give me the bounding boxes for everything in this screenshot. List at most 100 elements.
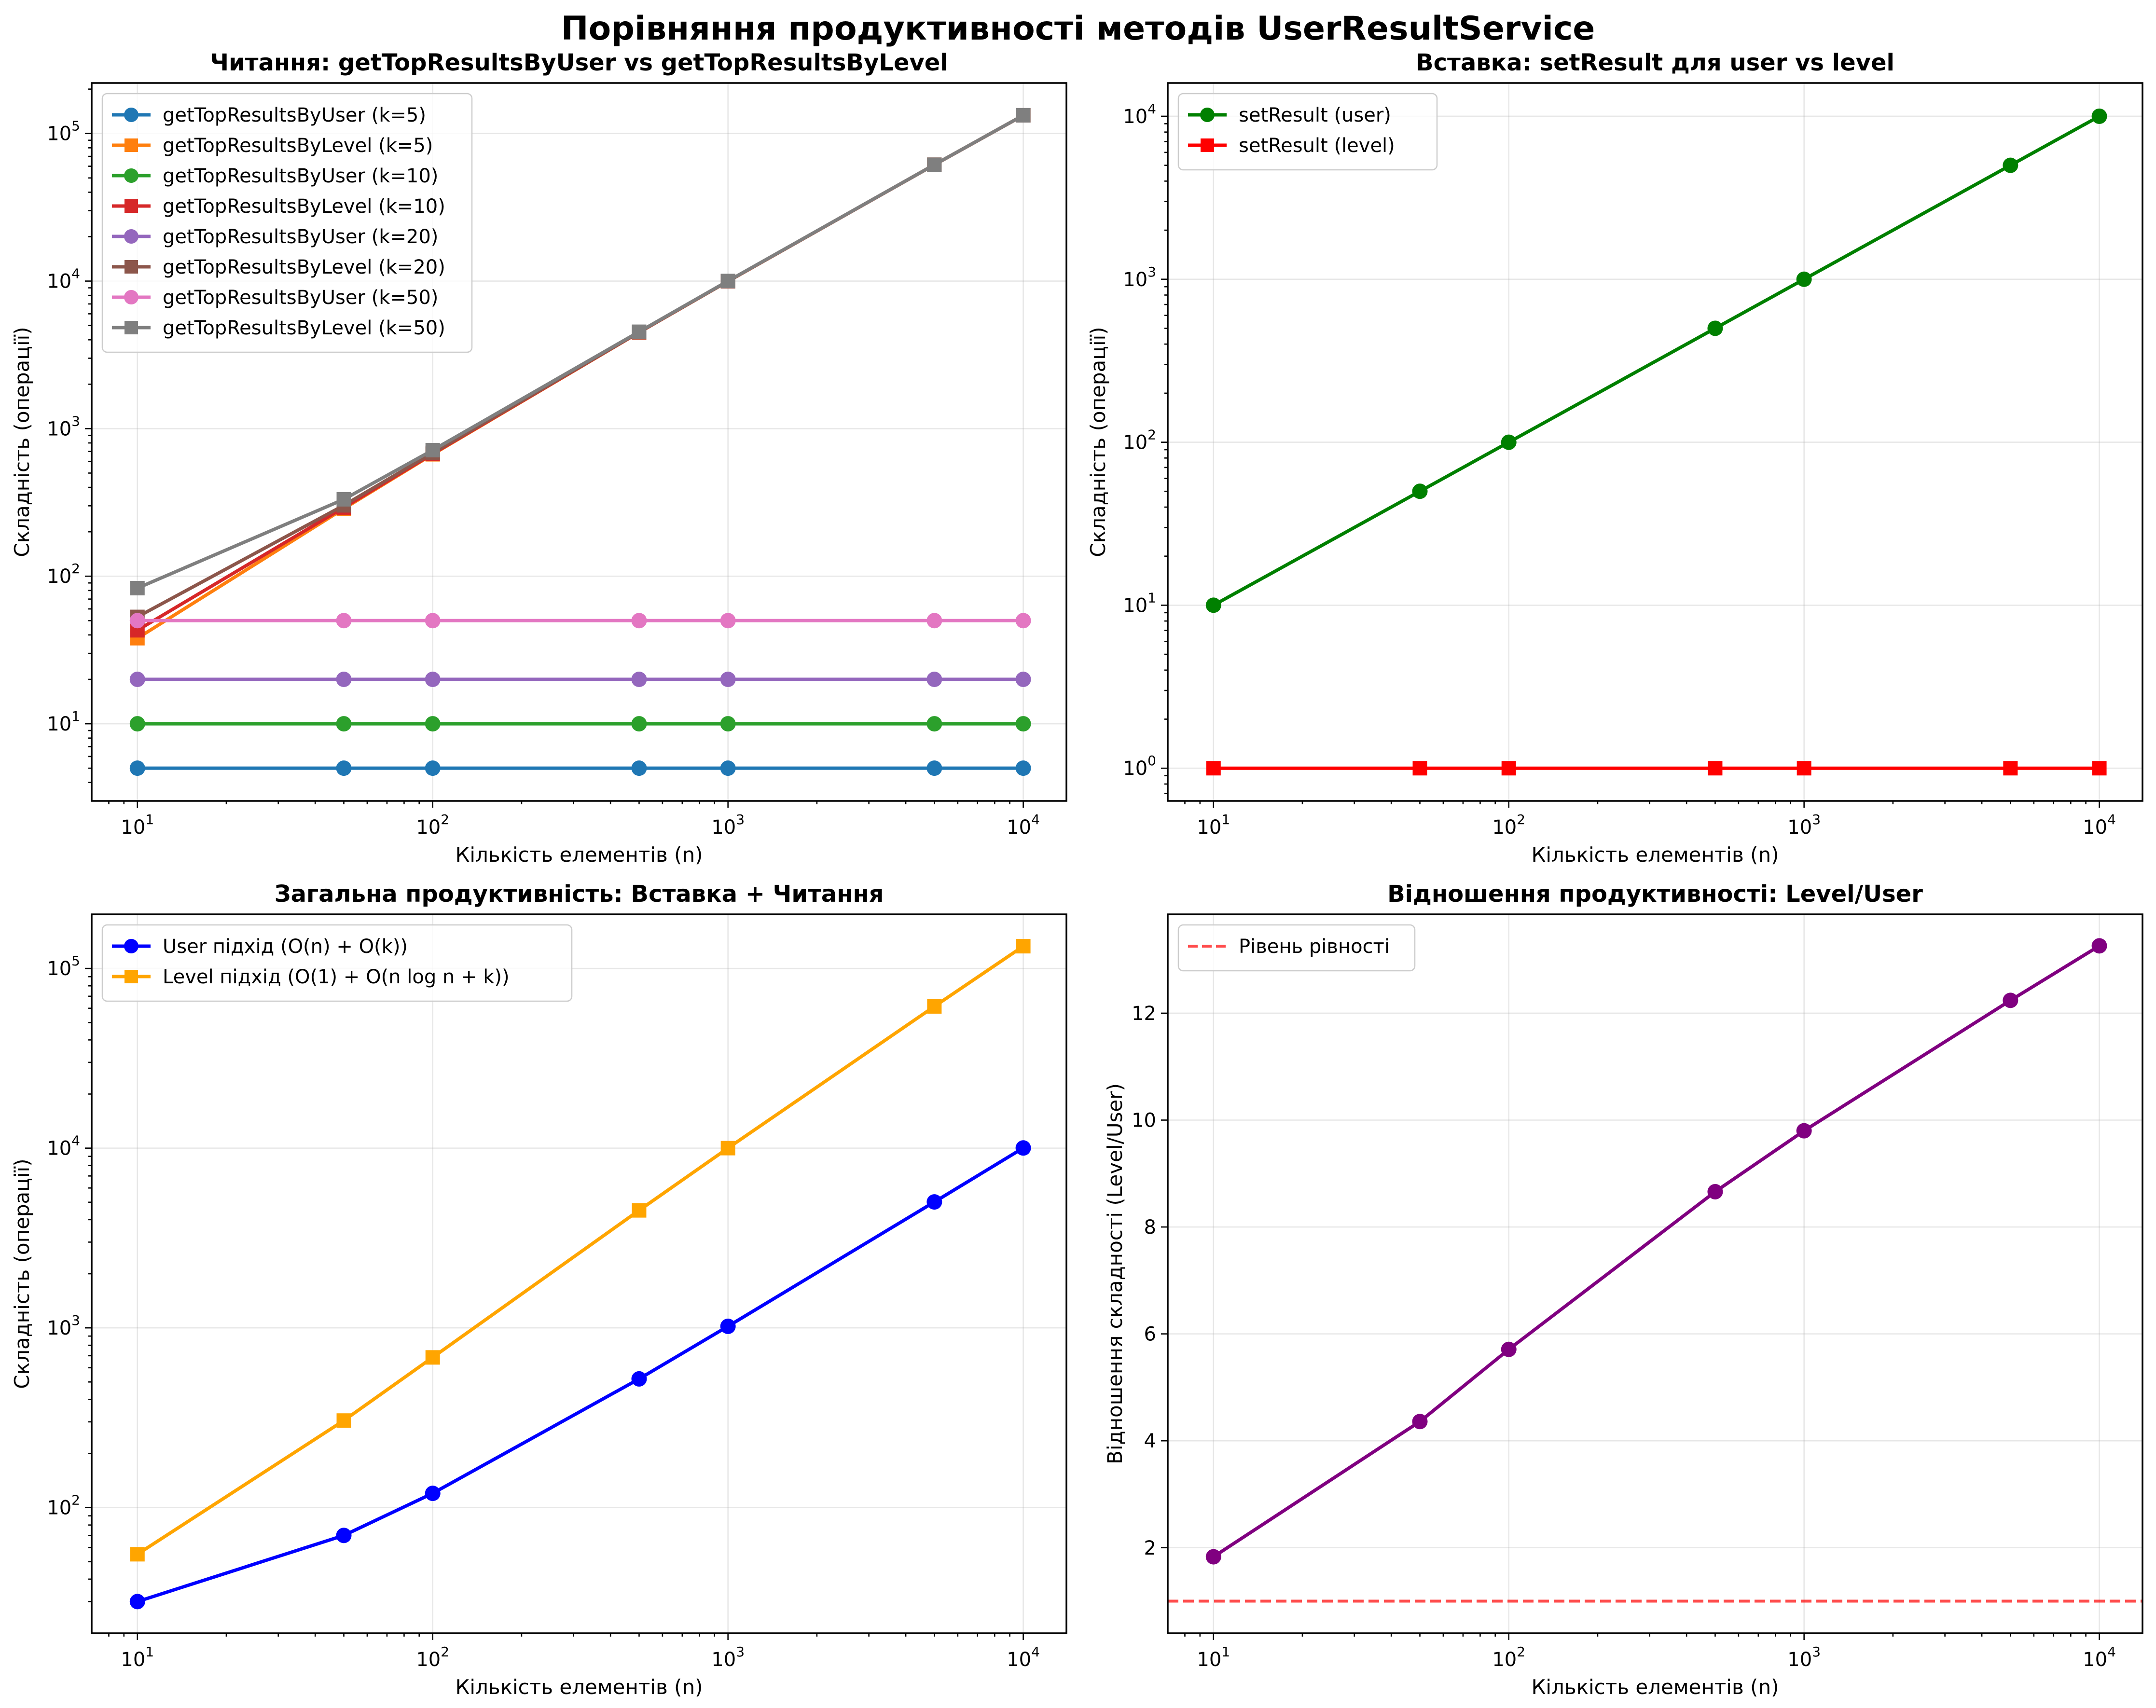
data-point — [1015, 613, 1031, 629]
figure-suptitle: Порівняння продуктивності методів UserRe… — [561, 10, 1595, 48]
data-point — [1015, 760, 1031, 776]
legend-entry: Level підхід (O(1) + O(n log n + k)) — [112, 966, 510, 988]
data-point — [336, 672, 352, 688]
y-axis-label: Складність (операції) — [10, 327, 34, 557]
panel-insert-performance: 101 102 103 104 100 101 102 103 104 Вставка: setR… — [1086, 49, 2143, 867]
data-point — [926, 672, 942, 688]
data-point — [1412, 1414, 1428, 1430]
legend-marker — [1200, 108, 1215, 122]
y-tick-label: 104 — [1123, 101, 1156, 128]
x-tick-label: 103 — [711, 812, 745, 839]
axes-frame — [91, 82, 1067, 802]
legend-entry: getTopResultsByLevel (k=5) — [112, 135, 433, 157]
legend-label: setResult (level) — [1239, 135, 1395, 157]
x-axis-label: Кількість елементів (n) — [456, 1675, 703, 1699]
data-point — [129, 760, 145, 776]
legend-marker — [124, 970, 138, 983]
legend-label: getTopResultsByLevel (k=50) — [163, 317, 445, 339]
data-point — [1015, 1140, 1031, 1156]
y-tick-label: 8 — [1144, 1216, 1156, 1239]
data-point — [1016, 108, 1031, 123]
panel-title: Відношення продуктивності: Level/User — [1387, 881, 1923, 908]
data-point — [336, 613, 352, 629]
data-point — [425, 1486, 441, 1501]
data-point — [1708, 761, 1723, 776]
legend-entry: getTopResultsByUser (k=50) — [112, 287, 438, 309]
legend-entry: getTopResultsByLevel (k=50) — [112, 317, 445, 339]
data-point — [632, 324, 647, 339]
legend: getTopResultsByUser (k=5) getTopResultsBy… — [101, 93, 473, 353]
legend-entry: User підхід (O(n) + O(k)) — [112, 936, 408, 958]
data-point — [2091, 938, 2107, 954]
data-point — [631, 760, 647, 776]
data-point — [336, 716, 352, 732]
data-point — [1707, 320, 1723, 336]
y-tick-label: 105 — [47, 118, 80, 145]
legend-marker — [124, 108, 138, 122]
data-point — [2092, 761, 2107, 776]
y-tick-label: 102 — [47, 1492, 80, 1519]
series-line — [136, 945, 1024, 1556]
y-tick-label: 105 — [47, 953, 80, 980]
legend-label: getTopResultsByUser (k=50) — [163, 287, 438, 309]
data-point — [926, 613, 942, 629]
legend-entry: getTopResultsByLevel (k=10) — [112, 195, 445, 218]
x-tick-label: 103 — [711, 1644, 745, 1671]
data-point — [2003, 157, 2018, 173]
legend-label: User підхід (O(n) + O(k)) — [163, 936, 408, 958]
y-tick-label: 12 — [1132, 1003, 1156, 1025]
legend-entry: getTopResultsByUser (k=10) — [112, 165, 438, 187]
x-tick-label: 102 — [416, 1644, 449, 1671]
panel-ratio-performance: 101 102 103 104 2 4 6 8 10 12 Відношення продуктив… — [1103, 881, 2143, 1699]
data-point — [720, 760, 736, 776]
axes-frame — [91, 913, 1067, 1634]
legend-marker — [124, 199, 138, 213]
data-point — [1501, 434, 1517, 450]
panel-total-performance: 101 102 103 104 102 103 104 105 Загальна продукт… — [10, 881, 1067, 1699]
y-tick-label: 104 — [47, 1133, 80, 1160]
data-point — [927, 999, 942, 1014]
legend-entry: setResult (user) — [1188, 104, 1391, 126]
x-tick-label: 104 — [2083, 1644, 2116, 1671]
data-point — [425, 716, 441, 732]
data-point — [129, 716, 145, 732]
data-point — [425, 1350, 440, 1365]
x-tick-label: 102 — [1492, 812, 1525, 839]
legend-marker — [124, 229, 138, 244]
legend-frame — [101, 93, 473, 353]
y-tick-label: 104 — [47, 266, 80, 293]
data-point — [631, 716, 647, 732]
series-line — [1212, 944, 2101, 1558]
x-tick-label: 103 — [1787, 1644, 1821, 1671]
x-tick-label: 104 — [1007, 812, 1040, 839]
data-point — [2091, 108, 2107, 124]
data-point — [336, 1413, 351, 1428]
x-tick-label: 101 — [1197, 1644, 1230, 1671]
y-axis-label: Відношення складності (Level/User) — [1103, 1083, 1127, 1464]
data-point — [1205, 597, 1221, 613]
data-point — [130, 580, 145, 595]
legend-entry: getTopResultsByUser (k=20) — [112, 226, 438, 248]
data-point — [129, 672, 145, 688]
y-tick-label: 101 — [1123, 590, 1156, 617]
legend-frame — [101, 924, 573, 1002]
y-tick-label: 103 — [47, 413, 80, 440]
x-tick-label: 101 — [1197, 812, 1230, 839]
x-axis-label: Кількість елементів (n) — [1532, 843, 1779, 867]
y-axis-label: Складність (операції) — [10, 1158, 34, 1389]
legend-frame — [1177, 924, 1416, 972]
y-tick-label: 4 — [1144, 1430, 1156, 1452]
data-point — [425, 760, 441, 776]
data-point — [425, 672, 441, 688]
legend-label: getTopResultsByUser (k=20) — [163, 226, 438, 248]
data-point — [926, 760, 942, 776]
y-tick-label: 100 — [1123, 753, 1156, 780]
data-point — [1412, 483, 1428, 499]
legend-label: getTopResultsByLevel (k=20) — [163, 256, 445, 278]
data-point — [632, 1203, 647, 1218]
data-point — [1796, 1123, 1812, 1139]
y-tick-label: 103 — [1123, 264, 1156, 291]
data-point — [720, 1318, 736, 1334]
legend-entry: getTopResultsByLevel (k=20) — [112, 256, 445, 278]
